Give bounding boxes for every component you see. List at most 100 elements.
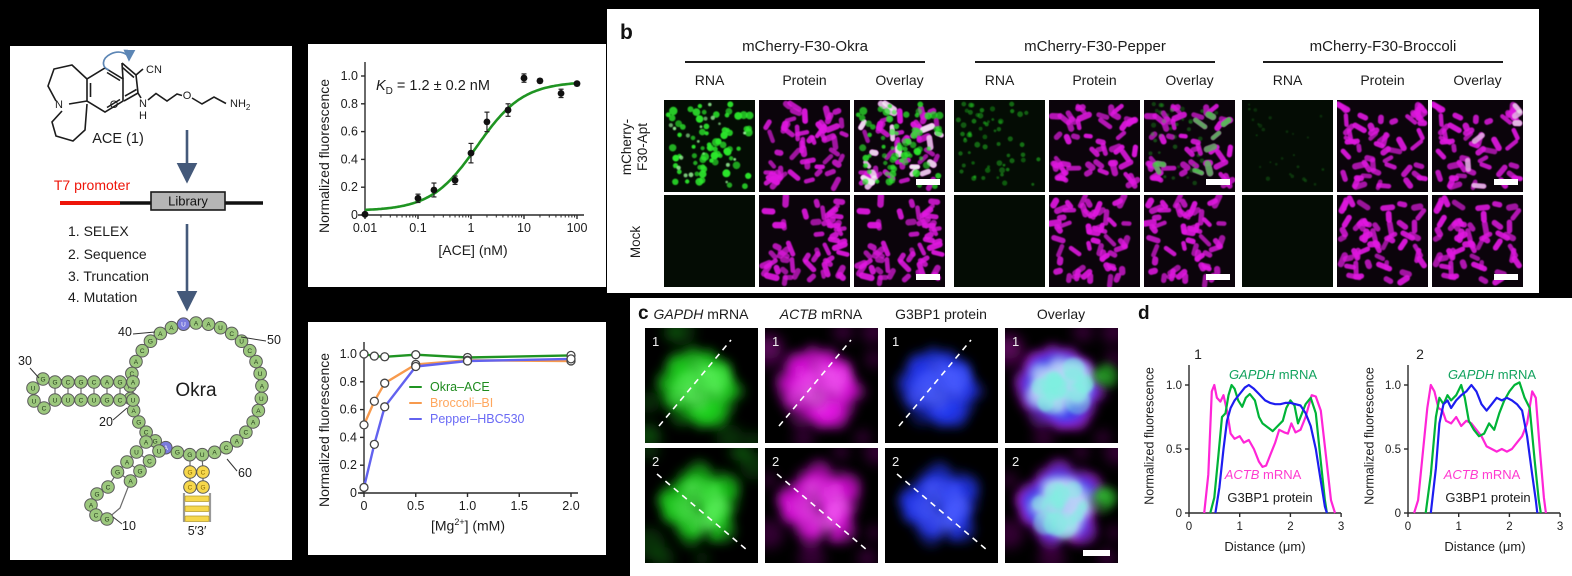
svg-text:1.0: 1.0	[1385, 380, 1401, 392]
ace-structure	[47, 62, 227, 142]
svg-text:C: C	[94, 512, 99, 519]
svg-text:U: U	[92, 397, 97, 404]
c-header-gapdh: GAPDH mRNA	[653, 306, 749, 322]
svg-text:0: 0	[361, 499, 368, 513]
svg-text:G: G	[136, 419, 141, 426]
svg-text:1.0: 1.0	[1166, 380, 1182, 392]
okra-structure: AUAAGCACAUAGCGAGGUACACAAUAUACUCUAGCGCAGA…	[26, 316, 269, 526]
legend-label: Okra–ACE	[430, 380, 490, 394]
step-3: 3. Truncation	[68, 268, 149, 284]
svg-text:A: A	[212, 450, 217, 457]
svg-text:C: C	[247, 348, 252, 355]
molecule-label: ACE (1)	[92, 131, 144, 147]
svg-text:C: C	[118, 397, 123, 404]
svg-text:0.4: 0.4	[341, 152, 358, 166]
svg-text:A: A	[131, 379, 136, 386]
subheader-rna-1: RNA	[984, 72, 1015, 88]
svg-text:U: U	[218, 325, 223, 332]
micrograph-b-r0-c8	[1432, 100, 1523, 192]
c-image-number: 2	[652, 454, 659, 469]
c-image-number: 1	[772, 334, 779, 349]
svg-text:U: U	[181, 322, 186, 329]
svg-text:1.5: 1.5	[511, 499, 528, 513]
micrograph-c-r1-c1: 2	[765, 448, 878, 563]
micrograph-b-r0-c5	[1144, 100, 1235, 192]
chart-mg-box: 0 0.2 0.4 0.6 0.8 1.0 0 0.5 1.0 1.5 2.0 Normalized…	[308, 322, 606, 555]
svg-text:0.2: 0.2	[341, 180, 358, 194]
svg-text:C: C	[144, 430, 149, 437]
t7-promoter-label: T7 promoter	[54, 177, 131, 193]
c-image-number: 1	[1012, 334, 1019, 349]
kd-annotation: KD = 1.2 ± 0.2 nM	[376, 78, 490, 97]
micrograph-c-r0-c2: 1	[885, 328, 998, 443]
plot-2-number: 2	[1416, 346, 1424, 362]
micrograph-b-r0-c7	[1337, 100, 1428, 192]
c-image-number: 1	[652, 334, 659, 349]
svg-text:C: C	[244, 430, 249, 437]
svg-text:2: 2	[1287, 521, 1293, 533]
chart-profile-2: 0 0.5 1.0 0 1 2 3	[1385, 365, 1563, 533]
svg-text:A: A	[256, 408, 261, 415]
svg-text:G: G	[153, 438, 158, 445]
svg-text:C: C	[42, 405, 47, 412]
legend-dash-icon	[409, 417, 422, 421]
legend-label: Pepper–HBC530	[430, 412, 525, 426]
panel-a-graphic: N CN O N H O NH2 ACE (1) T7 promoter Lib…	[18, 49, 281, 538]
svg-text:A: A	[105, 379, 110, 386]
svg-text:C: C	[66, 379, 71, 386]
svg-text:C: C	[140, 348, 145, 355]
d1-actb-annotation: ACTB mRNA	[1224, 467, 1302, 482]
svg-text:G: G	[148, 339, 153, 346]
subheader-overlay-2: Overlay	[1453, 72, 1502, 88]
mg-ylabel: Normalized fluorescence	[316, 352, 332, 508]
pos-20: 20	[99, 415, 113, 429]
svg-text:C: C	[130, 371, 135, 378]
legend-dash-icon	[409, 401, 422, 405]
c-image-number: 2	[1012, 454, 1019, 469]
svg-text:0: 0	[350, 486, 357, 500]
chart-ace-binding: 0 0.2 0.4 0.6 0.8 1.0 0.01 0.1 1 10 100	[341, 62, 587, 235]
panel-d-label: d	[1138, 303, 1150, 324]
svg-text:C: C	[106, 484, 111, 491]
svg-text:U: U	[131, 397, 136, 404]
svg-text:A: A	[254, 359, 259, 366]
panel-c-d: c GAPDH mRNA ACTB mRNA G3BP1 protein Ove…	[630, 298, 1572, 576]
svg-text:A: A	[128, 478, 133, 485]
svg-text:G: G	[137, 468, 142, 475]
c-image-number: 1	[892, 334, 899, 349]
svg-text:0.5: 0.5	[407, 499, 424, 513]
svg-text:A: A	[131, 408, 136, 415]
legend-item-0: Okra–ACE	[409, 379, 525, 395]
d1-g3bp1-annotation: G3BP1 protein	[1227, 490, 1313, 505]
chart-ace-binding-box: 0 0.2 0.4 0.6 0.8 1.0 0.01 0.1 1 10 100 Normalized…	[308, 44, 606, 287]
micrograph-b-r1-c8	[1432, 195, 1523, 287]
pos-40: 40	[118, 325, 132, 339]
micrograph-c-r1-c3: 2	[1005, 448, 1118, 563]
svg-text:A: A	[125, 459, 130, 466]
svg-text:G: G	[187, 452, 192, 459]
svg-text:0.4: 0.4	[340, 430, 357, 444]
svg-text:G: G	[117, 379, 122, 386]
okra-name: Okra	[175, 380, 217, 401]
subheader-rna-2: RNA	[1272, 72, 1303, 88]
okra-position-labels: 30 40 50 20 10 60	[18, 325, 281, 533]
svg-text:U: U	[200, 452, 205, 459]
c-image-number: 2	[772, 454, 779, 469]
d2-gapdh-annotation: GAPDH mRNA	[1447, 367, 1537, 382]
svg-text:G: G	[115, 469, 120, 476]
legend-item-2: Pepper–HBC530	[409, 411, 525, 427]
scale-bar	[1083, 550, 1110, 556]
panel-b-label: b	[620, 21, 633, 44]
svg-text:C: C	[79, 397, 84, 404]
svg-text:3: 3	[1557, 521, 1563, 533]
svg-text:0.6: 0.6	[340, 403, 357, 417]
ether-o-label: O	[183, 90, 192, 102]
scale-bar	[916, 179, 940, 185]
chart-profile-1: 0 0.5 1.0 0 1 2 3	[1166, 365, 1344, 533]
group-underline-okra	[685, 61, 925, 63]
amide-h-label: H	[139, 110, 147, 122]
legend-dash-icon	[409, 385, 422, 389]
group-header-broccoli: mCherry-F30-Broccoli	[1309, 38, 1457, 55]
d1-ylabel: Normalized fluorescence	[1142, 367, 1157, 505]
